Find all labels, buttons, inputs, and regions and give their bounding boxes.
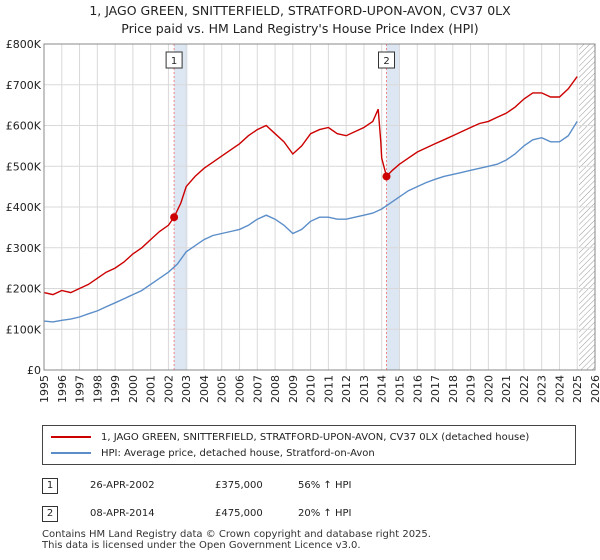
x-tick-label: 2002 — [162, 375, 175, 403]
series-line-hpi — [43, 121, 578, 323]
price-chart: 1 2 £0 £100K £200K £300K £400K £500K £600K £700K £… — [6, 38, 600, 403]
sale-label-box — [165, 51, 183, 69]
sale-hpi-diff: 56% ↑ HPI — [298, 480, 352, 491]
x-tick-label: 2020 — [482, 375, 495, 403]
x-tick-label: 2011 — [322, 375, 335, 403]
y-tick-label: £600K — [6, 120, 42, 133]
legend-label-property: 1, JAGO GREEN, SNITTERFIELD, STRATFORD-U… — [101, 431, 530, 443]
x-tick-label: 1995 — [38, 375, 51, 403]
y-tick-label: £200K — [6, 283, 42, 296]
x-tick-label: 2023 — [536, 375, 549, 403]
y-tick-label: £400K — [6, 201, 42, 214]
x-tick-label: 1996 — [56, 375, 69, 403]
table-row: 1 26-APR-2002 £375,000 56% ↑ HPI — [42, 478, 442, 498]
legend-swatch-property — [51, 436, 91, 438]
x-tick-label: 1997 — [74, 375, 87, 403]
plot-frame — [43, 43, 596, 371]
x-tick-label: 2025 — [571, 375, 584, 403]
y-tick-label: £700K — [6, 79, 42, 92]
chart-subtitle: Price paid vs. HM Land Registry's House … — [121, 21, 479, 36]
x-tick-label: 1999 — [109, 375, 122, 403]
x-tick-label: 2015 — [393, 375, 406, 403]
chart-title: 1, JAGO GREEN, SNITTERFIELD, STRATFORD-U… — [89, 3, 511, 18]
x-tick-label: 2005 — [216, 375, 229, 403]
sale-label: 2 — [383, 56, 389, 67]
series-line-property — [43, 76, 578, 296]
legend-label-hpi: HPI: Average price, detached house, Stra… — [101, 447, 375, 459]
x-tick-label: 2017 — [429, 375, 442, 403]
x-tick-label: 1998 — [91, 375, 104, 403]
sale-price: £375,000 — [215, 480, 263, 491]
legend-item-property: 1, JAGO GREEN, SNITTERFIELD, STRATFORD-U… — [51, 429, 529, 445]
x-tick-label: 2003 — [180, 375, 193, 403]
footer: Contains HM Land Registry data © Crown c… — [42, 529, 431, 551]
sale-number-badge: 1 — [42, 478, 58, 494]
x-tick-label: 2010 — [305, 375, 318, 403]
sale-label-box — [378, 51, 396, 69]
x-tick-label: 2018 — [447, 375, 460, 403]
table-row: 2 08-APR-2014 £475,000 20% ↑ HPI — [42, 506, 442, 526]
legend: 1, JAGO GREEN, SNITTERFIELD, STRATFORD-U… — [42, 425, 576, 465]
sale-date: 08-APR-2014 — [90, 508, 155, 519]
x-tick-label: 2024 — [553, 375, 566, 403]
x-tick-label: 2014 — [376, 375, 389, 403]
footer-license: This data is licensed under the Open Gov… — [42, 540, 361, 551]
y-tick-label: £800K — [6, 38, 42, 51]
y-tick-label: £500K — [6, 160, 42, 173]
sale-date: 26-APR-2002 — [90, 480, 155, 491]
y-tick-label: £100K — [6, 323, 42, 336]
footer-copyright: Contains HM Land Registry data © Crown c… — [42, 529, 431, 540]
y-tick-label: £0 — [27, 364, 41, 377]
x-tick-label: 2013 — [358, 375, 371, 403]
x-tick-label: 2001 — [145, 375, 158, 403]
x-tick-label: 2019 — [465, 375, 478, 403]
sale-point — [382, 172, 391, 181]
sale-number-badge: 2 — [42, 506, 58, 522]
legend-item-hpi: HPI: Average price, detached house, Stra… — [51, 445, 375, 461]
x-tick-label: 2007 — [251, 375, 264, 403]
x-tick-label: 2000 — [127, 375, 140, 403]
x-tick-label: 2021 — [500, 375, 513, 403]
x-tick-label: 2004 — [198, 375, 211, 403]
sale-hpi-diff: 20% ↑ HPI — [298, 508, 352, 519]
x-tick-label: 2026 — [589, 375, 600, 403]
x-tick-label: 2008 — [269, 375, 282, 403]
x-tick-label: 2009 — [287, 375, 300, 403]
x-tick-label: 2012 — [340, 375, 353, 403]
y-tick-label: £300K — [6, 242, 42, 255]
sale-point — [170, 213, 179, 222]
x-tick-label: 2016 — [411, 375, 424, 403]
x-tick-label: 2022 — [518, 375, 531, 403]
sale-label: 1 — [171, 56, 177, 67]
sale-price: £475,000 — [215, 508, 263, 519]
legend-swatch-hpi — [51, 452, 91, 454]
x-tick-label: 2006 — [234, 375, 247, 403]
